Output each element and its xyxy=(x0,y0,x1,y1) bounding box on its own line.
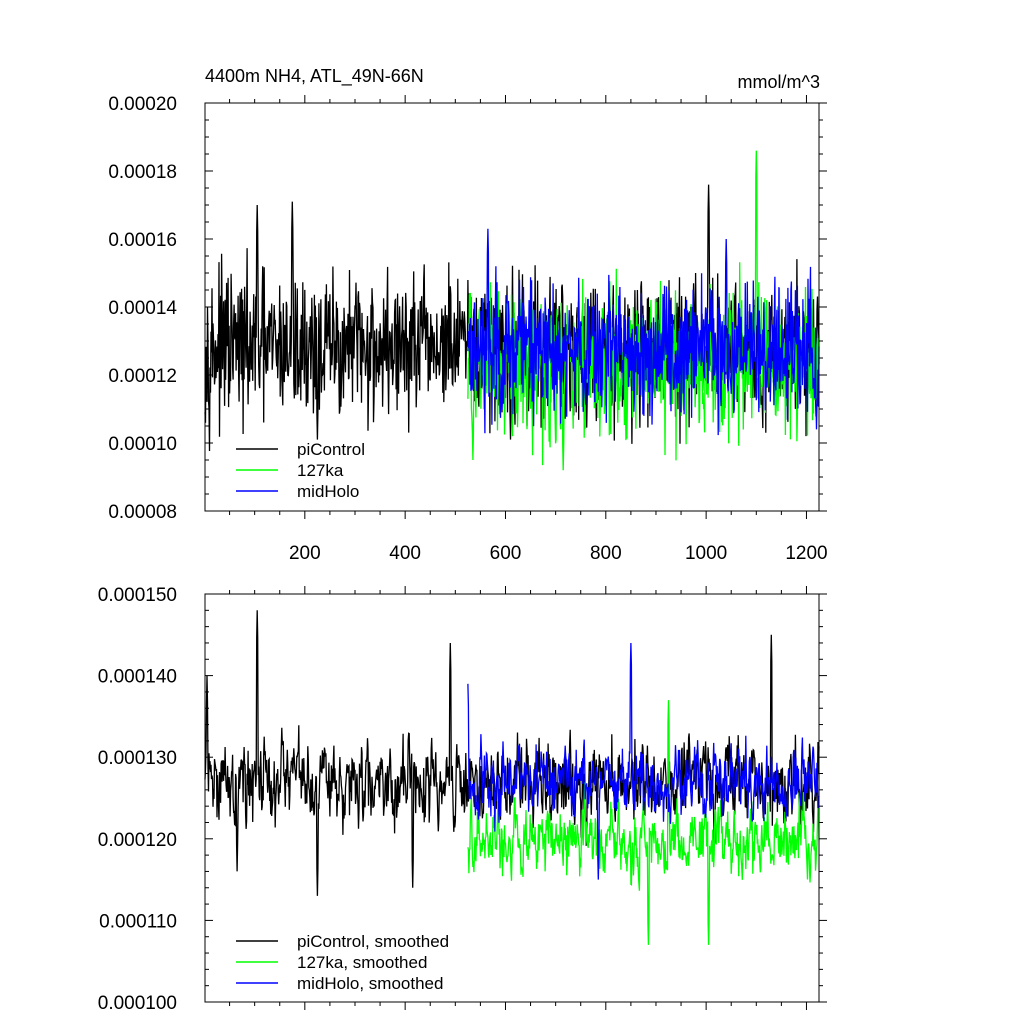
legend-label: midHolo, smoothed xyxy=(297,974,443,993)
y-tick-label: 0.000110 xyxy=(99,911,177,932)
legend-top: piControl 127ka midHolo xyxy=(236,440,365,501)
x-tick-label: 1000 xyxy=(685,543,727,564)
plot-frame-bottom xyxy=(204,593,820,1003)
legend-label: 127ka xyxy=(297,461,344,480)
y-tick-label: 0.00008 xyxy=(108,502,177,523)
y-tick-label: 0.000120 xyxy=(98,830,177,851)
x-tick-label: 800 xyxy=(590,543,622,564)
y-tick-label: 0.000140 xyxy=(98,667,177,688)
legend-label: midHolo xyxy=(297,482,359,501)
y-tick-label: 0.000100 xyxy=(98,993,177,1014)
y-tick-label: 0.00020 xyxy=(108,94,177,115)
x-tick-label: 200 xyxy=(289,543,321,564)
y-tick-label: 0.00010 xyxy=(108,434,177,455)
series-line-midholo xyxy=(467,228,820,436)
y-tick-label: 0.00018 xyxy=(108,162,177,183)
series-group-bottom xyxy=(204,610,820,945)
series-line-127ka-smoothed xyxy=(467,700,820,945)
y-tick-label: 0.000130 xyxy=(98,748,177,769)
units-label: mmol/m^3 xyxy=(738,72,820,92)
legend-label: 127ka, smoothed xyxy=(297,953,427,972)
y-tick-label: 0.000150 xyxy=(98,585,177,606)
axes-top: 0.00008 0.00010 0.00012 0.00014 0.00016 0.000… xyxy=(108,94,827,564)
plot-frame-top xyxy=(204,102,820,512)
legend-label: piControl, smoothed xyxy=(297,932,449,951)
legend-label: piControl xyxy=(297,440,365,459)
y-tick-label: 0.00012 xyxy=(108,366,177,387)
x-tick-label: 600 xyxy=(490,543,522,564)
axes-bottom: 0.000100 0.000110 0.000120 0.000130 0.000140… xyxy=(98,585,827,1014)
panel-bottom: 0.000100 0.000110 0.000120 0.000130 0.000140… xyxy=(98,585,827,1014)
panel-top: 4400m NH4, ATL_49N-66N mmol/m^3 0.000080… xyxy=(108,66,827,564)
chart-title: 4400m NH4, ATL_49N-66N xyxy=(205,66,424,87)
y-tick-label: 0.00016 xyxy=(108,230,177,251)
x-tick-label: 400 xyxy=(389,543,421,564)
legend-bottom: piControl, smoothed 127ka, smoothed midHol… xyxy=(236,932,449,993)
y-tick-label: 0.00014 xyxy=(108,298,177,319)
series-group-top xyxy=(204,150,820,471)
series-line-midholo-smoothed xyxy=(467,642,820,880)
x-tick-label: 1200 xyxy=(785,543,827,564)
